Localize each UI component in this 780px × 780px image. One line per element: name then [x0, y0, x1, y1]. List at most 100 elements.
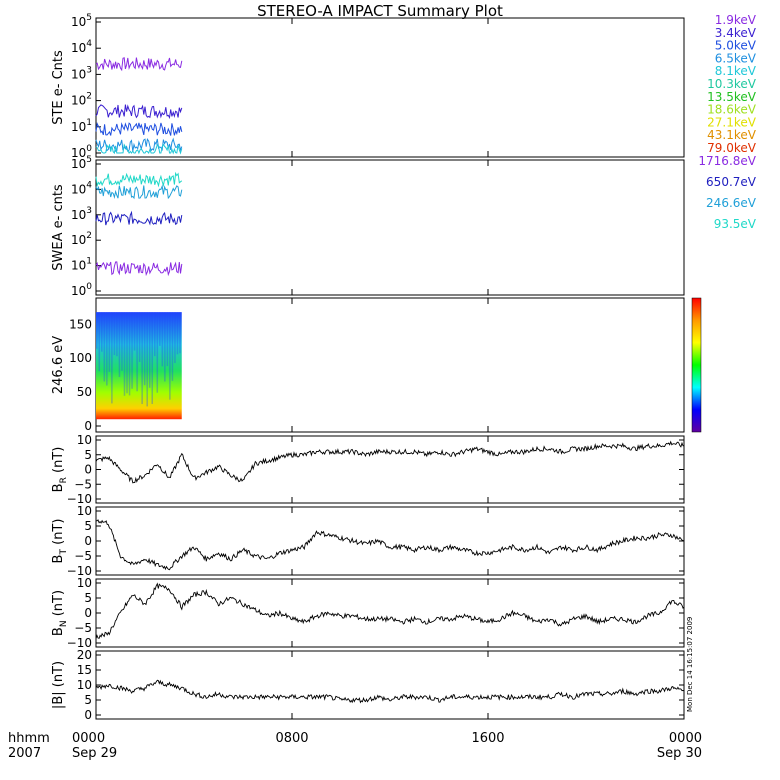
- heatmap-streak: [179, 312, 181, 354]
- heatmap-streak: [146, 312, 148, 407]
- y-tick-label: 15: [77, 663, 92, 677]
- x-tick-label: 1600: [471, 731, 504, 746]
- heatmap-streak: [176, 312, 179, 355]
- y-tick-label: 100: [71, 282, 92, 298]
- y-axis-label: 246.6 eV: [51, 336, 66, 394]
- legend-entry: 650.7eV: [706, 175, 757, 189]
- y-tick-label: 5: [84, 519, 92, 533]
- y-tick-label: 0: [84, 419, 92, 433]
- heatmap-streak: [154, 312, 156, 357]
- heatmap-streak: [136, 312, 138, 392]
- series-line: [95, 121, 183, 136]
- heatmap-block: [96, 312, 182, 420]
- heatmap-streak: [128, 312, 131, 396]
- heatmap-streak: [133, 312, 136, 351]
- series-line: [95, 440, 685, 484]
- y-tick-label: 103: [71, 206, 92, 222]
- heatmap-streak: [143, 312, 146, 386]
- heatmap-streak: [148, 312, 151, 388]
- y-tick-label: −10: [67, 636, 92, 650]
- series-line: [95, 582, 685, 639]
- x-tick-label: 0800: [275, 731, 308, 746]
- x-tick-label: 0000: [669, 731, 702, 746]
- heatmap-streak: [111, 312, 113, 404]
- legend-entry: 79.0keV: [707, 141, 757, 155]
- y-tick-label: 101: [71, 118, 92, 134]
- heatmap-streak: [118, 312, 121, 378]
- heatmap-streak: [141, 312, 143, 405]
- legend-entry: 5.0keV: [715, 39, 757, 53]
- y-tick-label: 20: [77, 648, 92, 662]
- y-tick-label: 0: [84, 708, 92, 722]
- legend-entry: 1716.8eV: [698, 154, 756, 168]
- heatmap-streak: [98, 312, 101, 372]
- legend-entry: 13.5keV: [707, 90, 757, 104]
- heatmap-streak: [106, 312, 108, 386]
- y-tick-label: 10: [77, 504, 92, 518]
- heatmap-streak: [131, 312, 133, 389]
- y-tick-label: 100: [71, 144, 92, 160]
- legend-entry: 3.4keV: [715, 26, 757, 40]
- legend-entry: 43.1keV: [707, 128, 757, 142]
- y-axis-label: STE e- Cnts: [51, 50, 66, 125]
- series-line: [95, 57, 183, 72]
- y-axis-label: SWEA e- cnts: [51, 184, 66, 271]
- y-tick-label: −10: [67, 492, 92, 506]
- y-tick-label: 104: [71, 39, 92, 55]
- y-tick-label: 10: [77, 433, 92, 447]
- x-tick-sublabel: Sep 30: [657, 746, 702, 761]
- heatmap-streak: [174, 312, 176, 364]
- heatmap-streak: [151, 312, 153, 404]
- series-line: [95, 143, 183, 155]
- y-tick-label: 103: [71, 65, 92, 81]
- y-tick-label: 50: [77, 385, 92, 399]
- panel-frame: [95, 17, 685, 158]
- heatmap-streak: [169, 312, 171, 400]
- heatmap-streak: [138, 312, 141, 362]
- series-line: [95, 679, 685, 704]
- panel-frame: [95, 650, 685, 720]
- heatmap-streak: [113, 312, 116, 356]
- y-tick-label: 0: [84, 606, 92, 620]
- heatmap-streak: [166, 312, 169, 367]
- legend-entry: 93.5eV: [714, 217, 757, 231]
- y-tick-label: 5: [84, 693, 92, 707]
- y-tick-label: 150: [69, 317, 92, 331]
- heatmap-streak: [121, 312, 123, 371]
- y-tick-label: 10: [77, 678, 92, 692]
- y-tick-label: 0: [84, 463, 92, 477]
- y-tick-label: 101: [71, 257, 92, 273]
- heatmap-streak: [171, 312, 174, 381]
- footer-year: 2007: [8, 746, 41, 761]
- heatmap-streak: [164, 312, 166, 382]
- plot-title: STEREO-A IMPACT Summary Plot: [257, 2, 503, 20]
- y-tick-label: 105: [71, 13, 92, 29]
- heatmap-streak: [96, 312, 98, 349]
- y-axis-label: BR (nT): [51, 447, 69, 493]
- panel-frame: [95, 506, 685, 576]
- legend-entry: 246.6eV: [706, 196, 757, 210]
- heatmap-streak: [103, 312, 106, 382]
- y-tick-label: 102: [71, 231, 92, 247]
- heatmap-streak: [108, 312, 111, 372]
- legend-entry: 18.6keV: [707, 103, 757, 117]
- panel-frame: [95, 578, 685, 648]
- y-tick-label: 105: [71, 155, 92, 171]
- footer-unit-label: hhmm: [8, 731, 50, 746]
- y-axis-label: |B| (nT): [51, 661, 66, 709]
- y-axis-label: BN (nT): [51, 590, 69, 636]
- y-tick-label: 10: [77, 576, 92, 590]
- series-line: [95, 184, 183, 200]
- series-line: [95, 519, 685, 571]
- panel-frame: [95, 297, 685, 433]
- heatmap-streak: [161, 312, 164, 367]
- series-line: [95, 210, 183, 226]
- y-axis-label: BT (nT): [51, 519, 69, 564]
- x-tick-label: 0000: [72, 731, 105, 746]
